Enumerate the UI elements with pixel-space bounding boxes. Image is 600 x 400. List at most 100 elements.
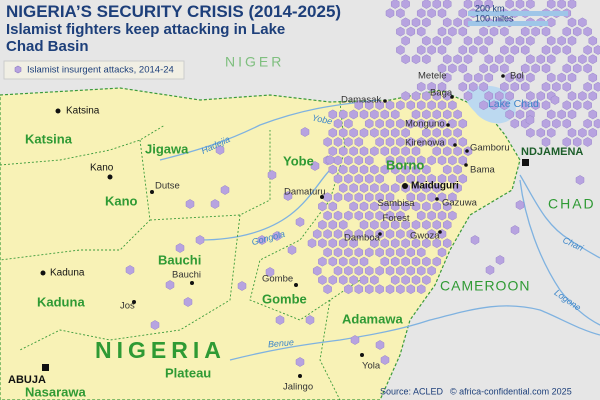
attack-marker bbox=[328, 238, 338, 249]
attack-marker bbox=[318, 275, 327, 285]
city-dot bbox=[294, 283, 298, 287]
attack-marker bbox=[385, 137, 395, 147]
city-label: Jos bbox=[120, 301, 135, 312]
attack-marker bbox=[370, 183, 379, 193]
attack-marker bbox=[406, 284, 416, 295]
attack-marker bbox=[390, 146, 400, 157]
attack-marker bbox=[531, 63, 540, 74]
attack-marker bbox=[536, 54, 546, 65]
attack-marker bbox=[354, 137, 364, 147]
attack-marker bbox=[593, 118, 600, 129]
attack-marker bbox=[505, 0, 514, 9]
attack-marker bbox=[323, 247, 332, 258]
attack-marker bbox=[401, 17, 410, 28]
attack-marker bbox=[437, 100, 447, 111]
attack-marker bbox=[427, 173, 436, 184]
attack-marker bbox=[500, 100, 509, 111]
attack-marker bbox=[380, 146, 390, 157]
attack-marker bbox=[380, 164, 390, 175]
attack-marker bbox=[541, 137, 551, 147]
attack-marker bbox=[536, 91, 546, 101]
attack-marker bbox=[578, 91, 587, 101]
attack-marker bbox=[364, 229, 374, 239]
attack-marker bbox=[588, 72, 598, 83]
attack-marker bbox=[375, 173, 384, 184]
attack-marker bbox=[406, 100, 416, 111]
town-label: Bol bbox=[510, 71, 524, 82]
attack-markers bbox=[125, 0, 600, 367]
state-label: Nasarawa bbox=[25, 384, 86, 399]
state-label: Jigawa bbox=[145, 141, 189, 156]
attack-marker bbox=[442, 201, 452, 212]
attack-marker bbox=[401, 127, 410, 138]
city-label: Bauchi bbox=[172, 270, 201, 281]
attack-marker bbox=[385, 284, 395, 295]
attack-marker bbox=[375, 118, 384, 129]
attack-marker bbox=[338, 109, 348, 120]
attack-marker bbox=[390, 201, 400, 212]
attack-marker bbox=[295, 217, 305, 227]
attack-marker bbox=[411, 164, 421, 175]
state-border bbox=[0, 139, 151, 261]
attack-marker bbox=[328, 275, 338, 285]
scale-label: 200 km bbox=[475, 3, 505, 13]
attack-marker bbox=[396, 247, 405, 258]
attack-marker bbox=[416, 81, 426, 92]
attack-marker bbox=[526, 127, 535, 138]
attack-marker bbox=[359, 183, 369, 193]
attack-marker bbox=[406, 265, 416, 276]
attack-marker bbox=[541, 26, 551, 37]
attack-marker bbox=[505, 72, 514, 83]
attack-marker bbox=[375, 100, 384, 111]
attack-marker bbox=[557, 0, 566, 9]
attack-marker bbox=[562, 63, 572, 74]
attack-marker bbox=[349, 183, 358, 193]
attack-marker bbox=[575, 175, 585, 185]
attack-marker bbox=[562, 45, 572, 55]
attack-marker bbox=[364, 192, 374, 203]
scale-bar bbox=[468, 21, 548, 26]
town-label: Gwoza bbox=[410, 231, 440, 242]
state-border bbox=[0, 124, 166, 166]
attack-marker bbox=[458, 63, 468, 74]
attack-marker bbox=[150, 320, 160, 330]
attack-marker bbox=[375, 247, 384, 258]
attack-marker bbox=[406, 192, 416, 203]
attack-marker bbox=[552, 81, 561, 92]
attack-marker bbox=[370, 109, 379, 120]
attack-marker bbox=[422, 183, 431, 193]
attack-marker bbox=[458, 137, 468, 147]
city-label: Kaduna bbox=[50, 268, 85, 279]
attack-marker bbox=[541, 45, 551, 55]
attack-marker bbox=[344, 265, 353, 276]
state-label: Borno bbox=[386, 157, 424, 172]
attack-marker bbox=[338, 183, 348, 193]
attack-marker bbox=[406, 173, 416, 184]
attack-marker bbox=[427, 137, 436, 147]
attack-marker bbox=[453, 164, 462, 175]
attack-marker bbox=[396, 100, 405, 111]
attack-marker bbox=[458, 45, 468, 55]
river bbox=[159, 99, 381, 161]
city-dot bbox=[132, 300, 136, 304]
attack-marker bbox=[237, 281, 247, 291]
attack-marker bbox=[370, 146, 379, 157]
attack-marker bbox=[333, 155, 343, 166]
scale-bar bbox=[468, 11, 568, 16]
attack-marker bbox=[437, 81, 447, 92]
attack-marker bbox=[432, 183, 442, 193]
attack-marker bbox=[364, 247, 374, 258]
attack-marker bbox=[380, 109, 390, 120]
attack-marker bbox=[437, 26, 447, 37]
attack-marker bbox=[411, 17, 421, 28]
attack-marker bbox=[484, 35, 494, 46]
attack-marker bbox=[295, 357, 305, 367]
city-dot bbox=[360, 353, 364, 357]
attack-marker bbox=[396, 45, 405, 55]
attack-marker bbox=[375, 340, 385, 350]
attack-marker bbox=[458, 8, 468, 19]
attack-marker bbox=[494, 54, 504, 65]
attack-marker bbox=[364, 155, 374, 166]
attack-marker bbox=[526, 54, 535, 65]
attack-marker bbox=[396, 26, 405, 37]
